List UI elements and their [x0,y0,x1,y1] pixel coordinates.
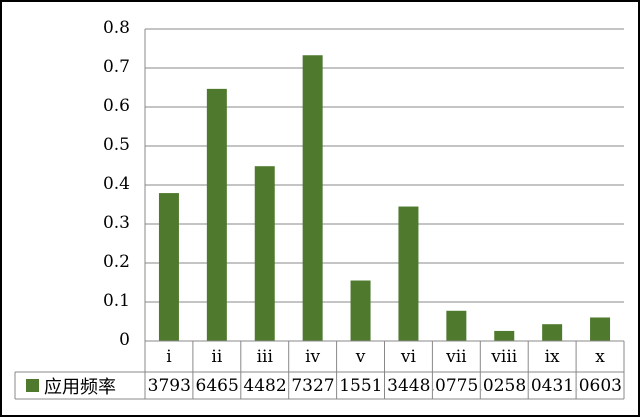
table-value: 0.0431 [529,375,575,396]
table-value: 0.3448 [386,375,431,396]
bar [398,206,419,341]
table-value: 0.7327 [290,375,335,396]
legend-label: 应用频率 [44,376,116,398]
table-value: 0.1551 [338,375,383,396]
bar [494,330,515,341]
table-value: 0.0775 [433,375,479,396]
bar [542,324,563,341]
y-tick-label: 0.2 [102,252,130,272]
x-category-label: ii [211,346,223,367]
x-category-label: iv [305,346,321,367]
x-category-label: ix [544,346,560,367]
table-value: 0.6465 [194,375,239,396]
y-tick-label: 0.3 [102,213,130,233]
y-tick-label: 0.7 [102,57,130,77]
table-value: 0.0258 [481,375,527,396]
bar [302,55,323,341]
y-tick-label: 0.6 [102,96,130,116]
legend-swatch [26,379,39,392]
bar [350,280,371,341]
bar [590,317,611,341]
y-tick-label: 0.1 [102,291,130,311]
x-category-label: i [166,346,172,367]
bar [158,193,179,341]
bar [446,310,467,341]
x-category-label: vii [446,346,467,367]
x-category-label: v [355,346,366,367]
y-tick-label: 0 [119,330,130,350]
y-tick-label: 0.5 [102,135,130,155]
x-category-label: iii [256,346,273,367]
x-category-label: viii [491,346,518,367]
x-category-label: x [595,346,605,367]
y-tick-label: 0.4 [102,174,130,194]
table-value: 0.0603 [577,375,622,396]
bar [254,166,275,341]
table-value: 0.3793 [146,375,191,396]
table-value: 0.4482 [242,375,287,396]
x-category-label: vi [400,346,416,367]
bar [206,88,227,342]
y-tick-label: 0.8 [102,18,130,38]
